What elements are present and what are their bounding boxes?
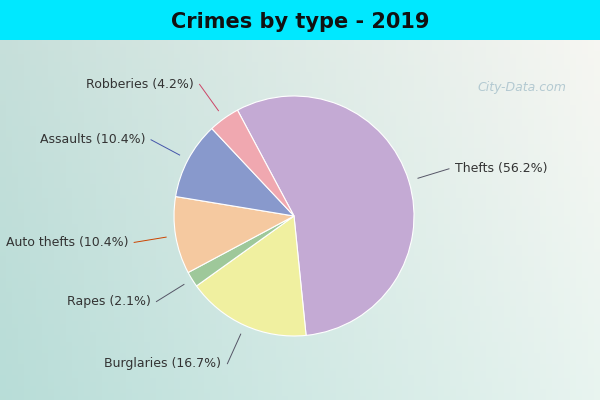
Text: Assaults (10.4%): Assaults (10.4%) — [40, 133, 145, 146]
Text: City-Data.com: City-Data.com — [478, 82, 566, 94]
Text: Auto thefts (10.4%): Auto thefts (10.4%) — [5, 236, 128, 249]
Text: Burglaries (16.7%): Burglaries (16.7%) — [104, 357, 221, 370]
Wedge shape — [188, 216, 294, 286]
Text: Thefts (56.2%): Thefts (56.2%) — [455, 162, 547, 175]
Wedge shape — [174, 196, 294, 272]
Wedge shape — [238, 96, 414, 335]
Text: Rapes (2.1%): Rapes (2.1%) — [67, 295, 151, 308]
Wedge shape — [176, 128, 294, 216]
Bar — [0, 0, 600, 40]
Text: Robberies (4.2%): Robberies (4.2%) — [86, 78, 194, 91]
Text: Crimes by type - 2019: Crimes by type - 2019 — [171, 12, 429, 32]
Wedge shape — [212, 110, 294, 216]
Wedge shape — [197, 216, 306, 336]
